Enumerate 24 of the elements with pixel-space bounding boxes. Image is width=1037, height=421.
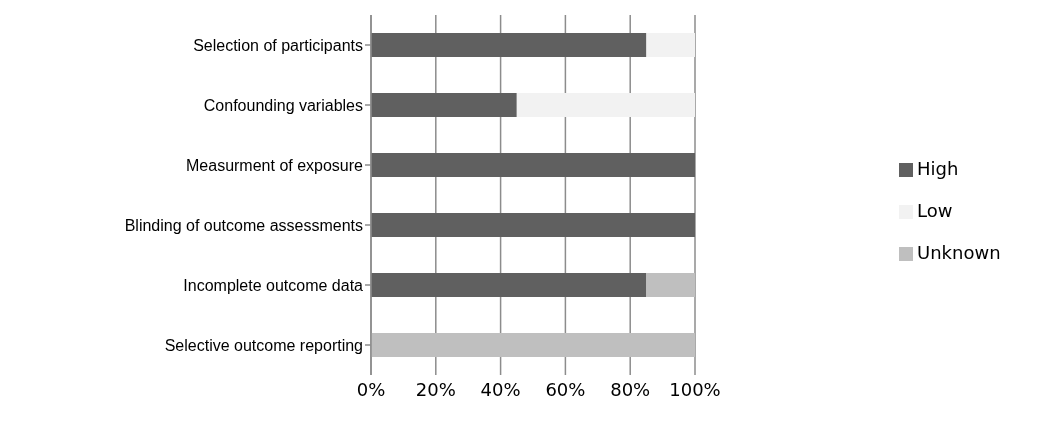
bar xyxy=(646,33,695,57)
legend-label: Unknown xyxy=(917,241,1001,263)
bar xyxy=(371,213,695,237)
legend-label: Low xyxy=(917,199,953,221)
x-tick-label: 60% xyxy=(545,378,586,400)
x-tick-label: 20% xyxy=(415,378,456,400)
y-tick-label: Blinding of outcome assessments xyxy=(124,216,363,234)
y-tick-label: Incomplete outcome data xyxy=(183,276,364,294)
y-tick-label: Measurment of exposure xyxy=(186,156,364,174)
y-tick-label: Selective outcome reporting xyxy=(164,336,363,354)
bar xyxy=(371,273,647,297)
bar xyxy=(516,93,695,117)
bar xyxy=(371,333,695,357)
y-tick-label: Selection of participants xyxy=(193,36,363,54)
bar xyxy=(371,33,647,57)
y-tick-label: Confounding variables xyxy=(203,96,363,114)
bar xyxy=(371,153,695,177)
x-tick-label: 0% xyxy=(356,378,386,400)
x-tick-label: 100% xyxy=(669,378,721,400)
bar xyxy=(646,273,695,297)
bar xyxy=(371,93,517,117)
x-tick-label: 40% xyxy=(480,378,521,400)
x-tick-label: 80% xyxy=(610,378,651,400)
legend-label: High xyxy=(917,157,959,179)
